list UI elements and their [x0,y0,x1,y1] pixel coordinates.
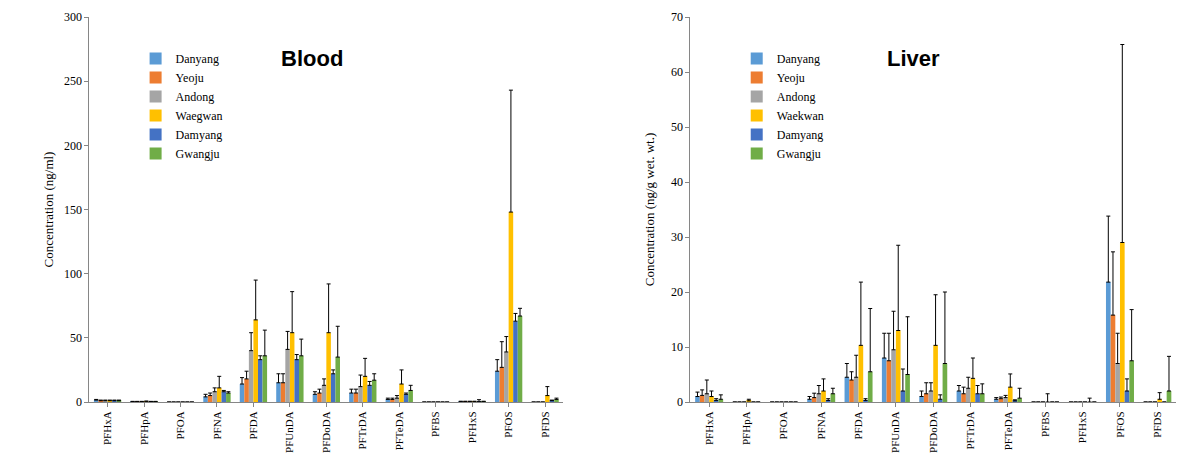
svg-text:PFOS: PFOS [1114,411,1126,437]
svg-text:PFOA: PFOA [174,411,186,439]
svg-text:100: 100 [64,267,82,281]
svg-text:50: 50 [671,120,683,134]
svg-text:PFDS: PFDS [1151,411,1163,437]
svg-text:200: 200 [64,139,82,153]
svg-text:Yeoju: Yeoju [777,71,805,85]
svg-text:250: 250 [64,74,82,88]
svg-text:70: 70 [671,10,683,24]
svg-text:PFBS: PFBS [1039,411,1051,437]
svg-text:Damyang: Damyang [176,128,223,142]
svg-text:0: 0 [677,395,683,409]
svg-text:PFHxA: PFHxA [703,411,715,445]
svg-text:PFHxS: PFHxS [466,411,478,443]
svg-text:PFTeDA: PFTeDA [1002,411,1014,450]
svg-text:20: 20 [671,285,683,299]
svg-text:PFHpA: PFHpA [138,411,150,445]
svg-text:PFHxA: PFHxA [101,411,113,445]
svg-text:PFTeDA: PFTeDA [393,411,405,450]
svg-text:Concentration (ng/ml): Concentration (ng/ml) [41,152,56,268]
svg-text:Yeoju: Yeoju [176,71,204,85]
svg-text:0: 0 [76,395,82,409]
svg-text:Gwangju: Gwangju [777,147,821,161]
svg-text:PFDS: PFDS [539,411,551,437]
svg-text:30: 30 [671,230,683,244]
svg-text:PFHpA: PFHpA [740,411,752,445]
svg-text:PFOA: PFOA [777,411,789,439]
svg-text:PFDoDA: PFDoDA [320,411,332,453]
svg-text:PFTrDA: PFTrDA [356,411,368,449]
svg-text:PFUnDA: PFUnDA [283,411,295,453]
svg-text:Concentration (ng/g wet. wt.): Concentration (ng/g wet. wt.) [642,133,657,286]
svg-text:Damyang: Damyang [777,128,824,142]
svg-text:Waegwan: Waegwan [176,109,223,123]
svg-text:Danyang: Danyang [176,52,219,66]
svg-text:40: 40 [671,175,683,189]
svg-text:PFDoDA: PFDoDA [927,411,939,453]
svg-text:Blood: Blood [281,46,343,71]
svg-text:Andong: Andong [777,90,816,104]
svg-text:60: 60 [671,65,683,79]
svg-text:PFDA: PFDA [852,411,864,439]
svg-text:PFNA: PFNA [815,411,827,439]
svg-text:PFBS: PFBS [429,411,441,437]
svg-text:Waekwan: Waekwan [777,109,824,123]
svg-text:Danyang: Danyang [777,52,820,66]
svg-text:PFOS: PFOS [502,411,514,437]
svg-text:PFUnDA: PFUnDA [889,411,901,453]
svg-text:PFTrDA: PFTrDA [964,411,976,449]
svg-text:PFNA: PFNA [211,411,223,439]
svg-text:Gwangju: Gwangju [176,147,220,161]
svg-text:10: 10 [671,340,683,354]
svg-text:PFHxS: PFHxS [1076,411,1088,443]
svg-text:Andong: Andong [176,90,215,104]
svg-text:Liver: Liver [887,46,940,71]
svg-text:PFDA: PFDA [247,411,259,439]
svg-text:150: 150 [64,203,82,217]
svg-text:300: 300 [64,10,82,24]
svg-text:50: 50 [70,331,82,345]
